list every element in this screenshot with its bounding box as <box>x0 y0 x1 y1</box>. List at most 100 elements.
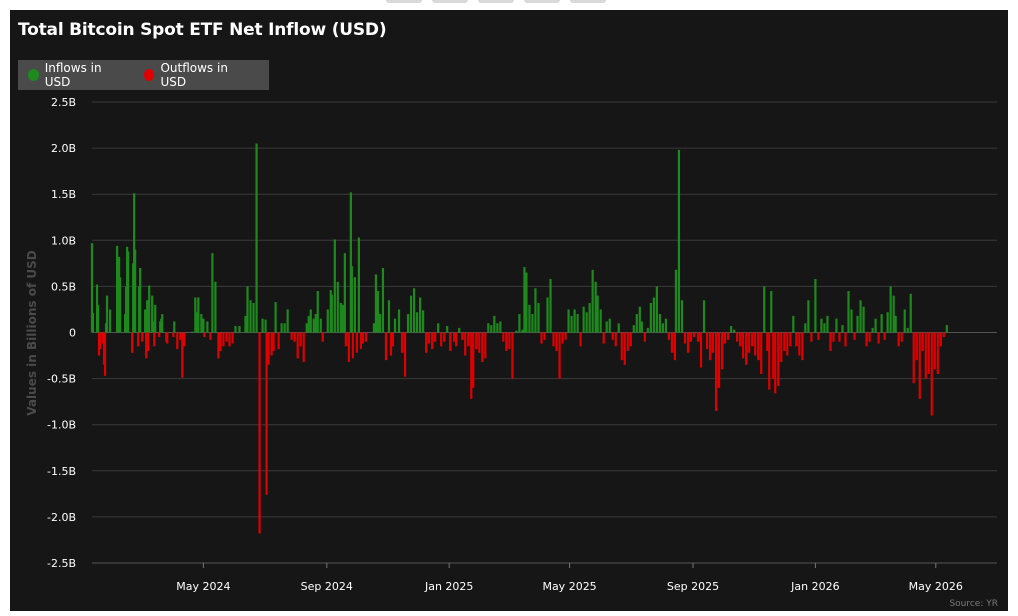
inflow-bar[interactable] <box>415 312 419 333</box>
inflow-bar[interactable] <box>909 293 912 333</box>
inflow-bar[interactable] <box>874 318 877 333</box>
legend-item-inflows[interactable]: Inflows in USD <box>28 61 122 89</box>
inflow-bar[interactable] <box>730 326 733 333</box>
outflow-bar[interactable] <box>774 332 777 394</box>
outflow-bar[interactable] <box>921 332 924 351</box>
inflow-bar[interactable] <box>862 306 865 333</box>
outflow-bar[interactable] <box>391 332 395 347</box>
outflow-bar[interactable] <box>158 332 161 338</box>
outflow-bar[interactable] <box>558 332 561 379</box>
outflow-bar[interactable] <box>258 332 261 534</box>
inflow-bar[interactable] <box>652 297 655 333</box>
inflow-bar[interactable] <box>446 326 449 333</box>
inflow-bar[interactable] <box>814 279 817 333</box>
inflow-bar[interactable] <box>549 279 552 333</box>
outflow-bar[interactable] <box>714 332 718 411</box>
outflow-bar[interactable] <box>555 332 558 351</box>
outflow-bar[interactable] <box>472 332 475 388</box>
outflow-bar[interactable] <box>760 332 763 374</box>
inflow-bar[interactable] <box>152 321 155 333</box>
outflow-bar[interactable] <box>508 332 511 350</box>
outflow-bar[interactable] <box>217 332 220 359</box>
inflow-bar[interactable] <box>770 291 773 333</box>
inflow-bar[interactable] <box>903 309 906 333</box>
outflow-bar[interactable] <box>475 332 478 350</box>
outflow-bar[interactable] <box>745 332 748 365</box>
inflow-bar[interactable] <box>91 313 95 333</box>
outflow-bar[interactable] <box>481 332 484 363</box>
inflow-bar[interactable] <box>372 323 376 333</box>
inflow-bar[interactable] <box>357 237 360 333</box>
outflow-bar[interactable] <box>265 332 268 495</box>
outflow-bar[interactable] <box>933 332 936 370</box>
outflow-bar[interactable] <box>443 332 446 342</box>
inflow-bar[interactable] <box>826 315 829 333</box>
outflow-bar[interactable] <box>942 332 945 338</box>
outflow-bar[interactable] <box>915 332 918 361</box>
inflow-bar[interactable] <box>200 314 203 333</box>
outflow-bar[interactable] <box>359 332 362 350</box>
inflow-bar[interactable] <box>307 315 310 333</box>
outflow-bar[interactable] <box>832 332 835 342</box>
inflow-bar[interactable] <box>195 312 198 333</box>
inflow-bar[interactable] <box>246 286 249 333</box>
inflow-bar[interactable] <box>264 319 267 333</box>
outflow-bar[interactable] <box>502 332 505 342</box>
outflow-bar[interactable] <box>153 332 156 347</box>
inflow-bar[interactable] <box>161 314 164 333</box>
outflow-bar[interactable] <box>103 332 107 376</box>
inflow-bar[interactable] <box>330 294 333 333</box>
inflow-bar[interactable] <box>596 295 599 333</box>
outflow-bar[interactable] <box>924 332 927 379</box>
outflow-bar[interactable] <box>203 332 206 338</box>
outflow-bar[interactable] <box>739 332 742 347</box>
inflow-bar[interactable] <box>702 300 706 333</box>
inflow-bar[interactable] <box>214 281 217 333</box>
inflow-bar[interactable] <box>594 281 597 333</box>
inflow-bar[interactable] <box>573 309 576 333</box>
outflow-bar[interactable] <box>623 332 626 365</box>
inflow-bar[interactable] <box>397 309 401 333</box>
inflow-bar[interactable] <box>244 315 247 333</box>
outflow-bar[interactable] <box>461 332 464 340</box>
outflow-bar[interactable] <box>179 332 182 340</box>
inflow-bar[interactable] <box>531 314 534 333</box>
inflow-bar[interactable] <box>376 291 380 333</box>
inflow-bar[interactable] <box>378 314 382 333</box>
inflow-bar[interactable] <box>894 315 897 333</box>
outflow-bar[interactable] <box>277 332 280 350</box>
inflow-bar[interactable] <box>139 267 142 333</box>
outflow-bar[interactable] <box>453 332 456 342</box>
outflow-bar[interactable] <box>293 332 296 342</box>
inflow-bar[interactable] <box>336 281 339 333</box>
outflow-bar[interactable] <box>470 332 473 399</box>
outflow-bar[interactable] <box>912 332 915 384</box>
outflow-bar[interactable] <box>222 332 225 347</box>
outflow-bar[interactable] <box>181 332 184 378</box>
outflow-bar[interactable] <box>219 332 222 351</box>
outflow-bar[interactable] <box>347 332 350 363</box>
outflow-bar[interactable] <box>172 332 175 338</box>
outflow-bar[interactable] <box>708 332 712 361</box>
outflow-bar[interactable] <box>742 332 745 359</box>
inflow-bar[interactable] <box>326 309 329 333</box>
outflow-bar[interactable] <box>302 332 305 363</box>
inflow-bar[interactable] <box>496 323 499 333</box>
inflow-bar[interactable] <box>381 267 385 333</box>
outflow-bar[interactable] <box>552 332 555 347</box>
inflow-bar[interactable] <box>515 330 518 333</box>
outflow-bar[interactable] <box>711 332 715 353</box>
inflow-bar[interactable] <box>206 321 209 333</box>
inflow-bar[interactable] <box>458 327 461 333</box>
outflow-bar[interactable] <box>225 332 228 342</box>
inflow-bar[interactable] <box>649 303 652 333</box>
inflow-bar[interactable] <box>319 318 322 333</box>
inflow-bar[interactable] <box>856 315 859 333</box>
outflow-bar[interactable] <box>270 332 273 356</box>
inflow-bar[interactable] <box>261 318 264 333</box>
outflow-bar[interactable] <box>166 332 169 344</box>
outflow-bar[interactable] <box>829 332 832 351</box>
inflow-bar[interactable] <box>108 309 112 333</box>
outflow-bar[interactable] <box>425 332 428 353</box>
inflow-bar[interactable] <box>945 325 948 333</box>
